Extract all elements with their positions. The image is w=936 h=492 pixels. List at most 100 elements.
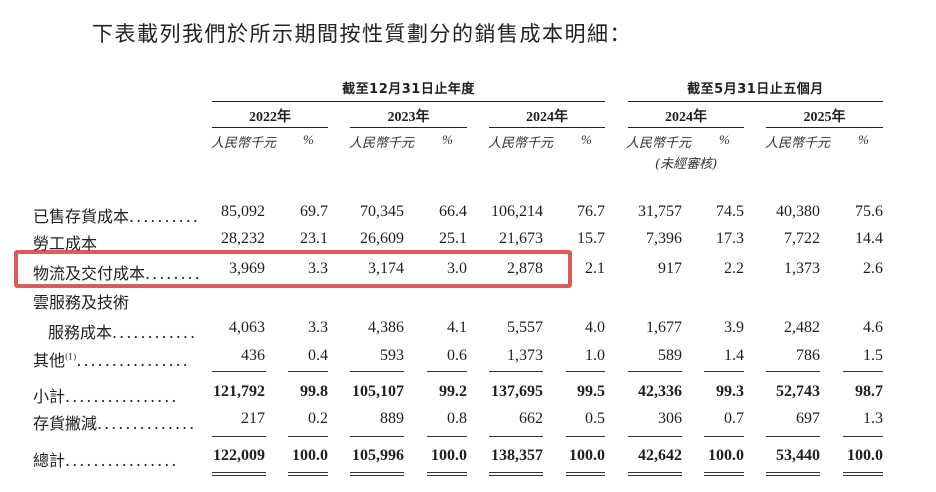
cell-amount: 1,677 [646, 319, 682, 336]
cell-amount: 1,373 [507, 347, 543, 364]
cell-percent: 100.0 [431, 447, 467, 464]
cell-amount: 589 [658, 347, 682, 364]
cell-amount: 31,757 [638, 203, 682, 220]
row-label-logistics-cost: 物流及交付成本........ [33, 264, 202, 283]
cell-amount: 306 [658, 410, 682, 427]
total-rule [427, 436, 467, 437]
unit-rmb: 人民幣千元 [626, 136, 692, 151]
cell-percent: 100.0 [292, 447, 328, 464]
total-double-rule [628, 472, 682, 476]
cell-percent: 3.0 [447, 260, 467, 277]
subtotal-rule [704, 371, 744, 372]
subtotal-rule [766, 371, 820, 372]
cell-percent: 1.3 [863, 410, 883, 427]
unit-unaudited: (未經審核) [655, 157, 718, 172]
cell-percent: 2.6 [863, 260, 883, 277]
group-rule-five-month [628, 101, 883, 102]
cell-percent: 0.2 [308, 410, 328, 427]
row-label-total: 總計................ [33, 451, 179, 470]
cell-percent: 100.0 [569, 447, 605, 464]
cell-amount: 917 [658, 260, 682, 277]
cell-amount: 122,009 [213, 447, 265, 464]
unit-pct: % [858, 132, 869, 147]
row-label-subtotal: 小計................ [33, 387, 179, 406]
cell-percent: 2.2 [724, 260, 744, 277]
total-double-rule [566, 472, 605, 476]
cell-amount: 7,722 [784, 230, 820, 247]
total-rule [288, 436, 328, 437]
subtotal-rule [489, 371, 543, 372]
cell-percent: 100.0 [847, 447, 883, 464]
cell-amount: 137,695 [491, 383, 543, 400]
unit-pct: % [303, 132, 314, 147]
total-double-rule [489, 472, 543, 476]
unit-pct: % [581, 132, 592, 147]
cell-percent: 100.0 [708, 447, 744, 464]
subtotal-rule [350, 371, 404, 372]
year-header-2024-5m: 2024年 [665, 110, 707, 125]
cell-percent: 76.7 [577, 203, 605, 220]
cell-amount: 2,482 [784, 319, 820, 336]
total-rule [704, 436, 744, 437]
year-header-2025-5m: 2025年 [803, 110, 846, 125]
subtotal-rule [212, 371, 266, 372]
cell-amount: 786 [796, 347, 820, 364]
cell-amount: 3,969 [229, 260, 265, 277]
group-rule-annual [212, 101, 605, 102]
cell-amount: 1,373 [784, 260, 820, 277]
cell-percent: 0.5 [585, 410, 605, 427]
row-label-cost-of-inventories: 已售存貨成本.......... [33, 207, 200, 226]
unit-rmb: 人民幣千元 [765, 136, 831, 151]
cell-amount: 70,345 [360, 203, 404, 220]
unit-rmb: 人民幣千元 [349, 136, 415, 151]
unit-rmb: 人民幣千元 [211, 136, 277, 151]
cell-percent: 99.2 [439, 383, 467, 400]
cell-percent: 99.3 [716, 383, 744, 400]
cell-amount: 106,214 [491, 203, 543, 220]
total-double-rule [427, 472, 467, 476]
cell-amount: 889 [380, 410, 404, 427]
intro-text: 下表載列我們於所示期間按性質劃分的銷售成本明細： [92, 22, 632, 46]
cell-percent: 1.0 [585, 347, 605, 364]
cell-amount: 217 [241, 410, 265, 427]
cell-percent: 25.1 [439, 230, 467, 247]
year-rule [489, 127, 605, 128]
total-rule [766, 436, 820, 437]
cell-percent: 98.7 [855, 383, 883, 400]
cell-percent: 15.7 [577, 230, 605, 247]
total-double-rule [350, 472, 404, 476]
cell-percent: 0.7 [724, 410, 744, 427]
year-rule [212, 127, 328, 128]
year-header-2023: 2023年 [387, 110, 430, 125]
cell-percent: 75.6 [855, 203, 883, 220]
cell-percent: 1.4 [724, 347, 744, 364]
total-double-rule [288, 472, 328, 476]
group-header-annual: 截至12月31日止年度 [342, 82, 475, 97]
highlight-box-logistics [14, 250, 572, 288]
cell-amount: 2,878 [507, 260, 543, 277]
cell-amount: 26,609 [360, 230, 404, 247]
cell-amount: 3,174 [368, 260, 404, 277]
cell-percent: 3.9 [724, 319, 744, 336]
year-header-2024: 2024年 [526, 110, 568, 125]
subtotal-rule [427, 371, 467, 372]
cell-percent: 17.3 [716, 230, 744, 247]
cell-percent: 14.4 [855, 230, 883, 247]
row-label-cloud-tech: 雲服務及技術 [33, 293, 130, 312]
cell-amount: 436 [241, 347, 265, 364]
total-rule [628, 436, 682, 437]
total-rule [843, 436, 883, 437]
group-header-five-month: 截至5月31日止五個月 [687, 82, 824, 97]
unit-pct: % [442, 132, 453, 147]
total-rule [212, 436, 266, 437]
row-label-labor-cost: 勞工成本 [33, 234, 98, 253]
cell-percent: 69.7 [300, 203, 328, 220]
cell-amount: 21,673 [499, 230, 543, 247]
cell-amount: 662 [519, 410, 543, 427]
cell-percent: 4.0 [585, 319, 605, 336]
year-rule [350, 127, 467, 128]
cell-amount: 138,357 [491, 447, 543, 464]
cell-amount: 7,396 [646, 230, 682, 247]
cell-percent: 3.3 [308, 260, 328, 277]
total-double-rule [704, 472, 744, 476]
